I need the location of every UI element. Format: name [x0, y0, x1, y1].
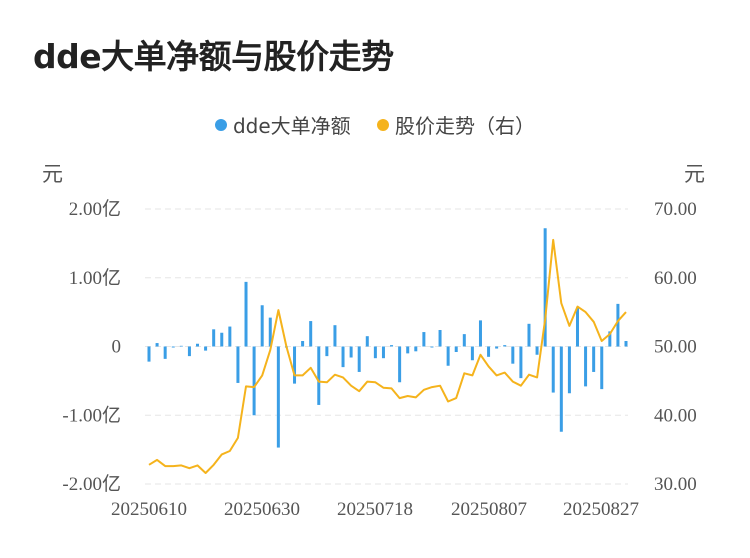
dde-bar [495, 346, 499, 349]
legend-item-price[interactable]: 股价走势（右） [377, 110, 535, 139]
dde-bar [147, 346, 151, 362]
legend-marker-price [377, 118, 390, 131]
x-tick-label: 20250827 [563, 499, 639, 520]
dde-bar [187, 346, 191, 357]
dde-bar [301, 341, 305, 347]
dde-bar [624, 341, 628, 347]
dde-bar [503, 345, 507, 347]
dde-bar [196, 343, 200, 347]
dde-bar [252, 346, 256, 416]
dde-bar [446, 346, 450, 366]
dde-bar [398, 346, 402, 383]
dde-bar [333, 325, 337, 347]
y-left-tick-label: -1.00亿 [62, 404, 121, 426]
dde-bar [349, 346, 353, 358]
dde-bar [163, 346, 167, 359]
dde-bar [543, 228, 547, 347]
dde-bar [365, 336, 369, 347]
dde-bar [584, 346, 588, 387]
dde-bar [551, 346, 555, 393]
dde-bar [341, 346, 345, 368]
dde-bar [454, 346, 458, 352]
dde-bar [414, 346, 418, 352]
dde-bar [260, 305, 264, 347]
dde-bar [600, 346, 604, 390]
dde-bar [390, 345, 394, 347]
dde-bar [616, 303, 620, 347]
x-tick-label: 20250630 [224, 499, 300, 520]
y-left-tick-label: 2.00亿 [69, 198, 121, 220]
y-right-tick-label: 60.00 [654, 268, 697, 289]
dde-bar [171, 346, 175, 348]
dde-bar [179, 345, 183, 347]
dde-bar [276, 346, 280, 448]
legend-label-dde: dde大单净额 [232, 114, 351, 138]
legend: dde大单净额 股价走势（右） [0, 110, 750, 139]
dde-bar [236, 346, 240, 383]
dde-bar [567, 346, 571, 394]
x-tick-label: 20250610 [111, 499, 187, 520]
y-right-tick-label: 40.00 [654, 405, 697, 426]
dde-bar [381, 346, 385, 359]
dde-bar [309, 321, 313, 347]
dde-bar [575, 307, 579, 347]
x-tick-label: 20250718 [337, 499, 413, 520]
legend-label-price: 股价走势（右） [395, 114, 536, 138]
dde-bar [487, 346, 491, 357]
dde-bar [462, 334, 466, 347]
dde-bar [422, 332, 426, 347]
dde-bar [438, 330, 442, 347]
price-line [148, 238, 627, 474]
dde-bar [478, 320, 482, 347]
y-left-tick-label: 1.00亿 [69, 267, 121, 289]
dde-bar [325, 346, 329, 357]
dde-bar [204, 346, 208, 351]
dde-bar [511, 346, 515, 364]
dde-bar [212, 329, 216, 347]
dde-bar [430, 346, 434, 348]
x-tick-label: 20250807 [451, 499, 527, 520]
dde-bar [406, 346, 410, 354]
y-right-tick-label: 50.00 [654, 337, 697, 358]
y-left-tick-label: -2.00亿 [62, 473, 121, 495]
dde-bar [608, 331, 612, 347]
dde-bar [228, 326, 232, 347]
legend-item-dde[interactable]: dde大单净额 [214, 110, 351, 139]
dde-bar [268, 317, 272, 347]
dde-bar [470, 346, 474, 361]
dde-bar [519, 346, 523, 379]
dde-bar [357, 346, 361, 372]
left-axis-unit: 元 [42, 162, 63, 186]
dde-bar [559, 346, 563, 432]
y-right-tick-label: 70.00 [654, 199, 697, 220]
dde-bar [293, 346, 297, 384]
dde-bar [220, 332, 224, 347]
dde-bar [527, 323, 531, 347]
dde-bar [155, 343, 159, 347]
dde-bar [373, 346, 377, 359]
dde-bar [317, 346, 321, 405]
dde-bar [592, 346, 596, 372]
right-axis-unit: 元 [684, 162, 705, 186]
y-left-tick-label: 0 [112, 337, 122, 358]
dde-bar [244, 281, 248, 347]
dde-bar [535, 346, 539, 355]
y-right-tick-label: 30.00 [654, 474, 697, 495]
legend-marker-dde [214, 118, 227, 131]
chart-title: dde大单净额与股价走势 [33, 37, 394, 76]
